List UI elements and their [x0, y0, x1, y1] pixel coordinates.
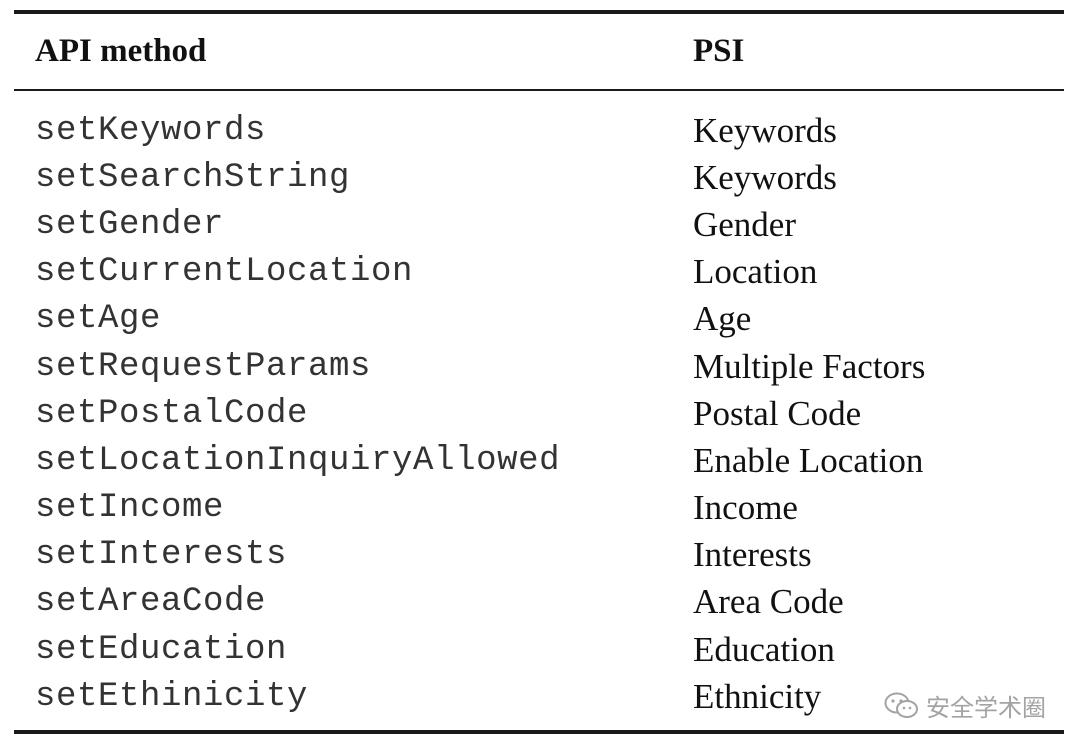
- table-header-rule: [14, 89, 1064, 91]
- psi-cell: Interests: [693, 535, 812, 575]
- table-bottom-rule: [14, 730, 1064, 735]
- psi-cell: Area Code: [693, 582, 844, 622]
- table-row: setSearchString Keywords: [14, 154, 1064, 201]
- api-method-cell: setPostalCode: [35, 394, 309, 433]
- table-row: setGender Gender: [14, 201, 1064, 248]
- table-top-rule: [14, 10, 1064, 14]
- api-method-cell: setAreaCode: [35, 583, 267, 622]
- api-method-cell: setCurrentLocation: [35, 253, 414, 292]
- table-row: setRequestParams Multiple Factors: [14, 343, 1064, 390]
- watermark: 安全学术圈: [884, 688, 1046, 723]
- api-method-cell: setKeywords: [35, 111, 267, 150]
- table-body: setKeywords Keywords setSearchString Key…: [14, 91, 1064, 730]
- api-method-cell: setAge: [35, 300, 162, 339]
- api-method-cell: setRequestParams: [35, 347, 372, 386]
- psi-cell: Postal Code: [693, 393, 862, 433]
- table-row: setLocationInquiryAllowed Enable Locatio…: [14, 437, 1064, 484]
- psi-cell: Education: [693, 629, 835, 669]
- table-row: setAreaCode Area Code: [14, 579, 1064, 626]
- header-psi: PSI: [693, 33, 745, 69]
- psi-cell: Age: [693, 299, 752, 339]
- table-row: setCurrentLocation Location: [14, 249, 1064, 296]
- table-row: setIncome Income: [14, 485, 1064, 532]
- api-method-cell: setEthinicity: [35, 677, 309, 716]
- table-row: setKeywords Keywords: [14, 107, 1064, 154]
- api-psi-table: API method PSI setKeywords Keywords setS…: [14, 10, 1064, 735]
- api-method-cell: setSearchString: [35, 158, 351, 197]
- table-row: setEducation Education: [14, 626, 1064, 673]
- table-row: setPostalCode Postal Code: [14, 390, 1064, 437]
- psi-cell: Ethnicity: [693, 676, 822, 716]
- wechat-icon: [884, 691, 920, 721]
- api-method-cell: setGender: [35, 205, 225, 244]
- api-method-cell: setLocationInquiryAllowed: [35, 441, 561, 480]
- psi-cell: Enable Location: [693, 440, 924, 480]
- api-method-cell: setInterests: [35, 536, 288, 575]
- table-row: setInterests Interests: [14, 532, 1064, 579]
- table-row: setEthinicity Ethnicity: [14, 673, 1064, 720]
- watermark-text: 安全学术圈: [926, 694, 1046, 722]
- psi-cell: Location: [693, 252, 818, 292]
- table-row: setAge Age: [14, 296, 1064, 343]
- api-method-cell: setEducation: [35, 630, 288, 669]
- psi-cell: Keywords: [693, 110, 837, 150]
- header-api-method: API method: [35, 33, 207, 69]
- api-method-cell: setIncome: [35, 489, 225, 528]
- psi-cell: Income: [693, 488, 798, 528]
- psi-cell: Multiple Factors: [693, 346, 926, 386]
- psi-cell: Keywords: [693, 157, 837, 197]
- psi-cell: Gender: [693, 204, 797, 244]
- table-header-row: API method PSI: [14, 14, 1064, 89]
